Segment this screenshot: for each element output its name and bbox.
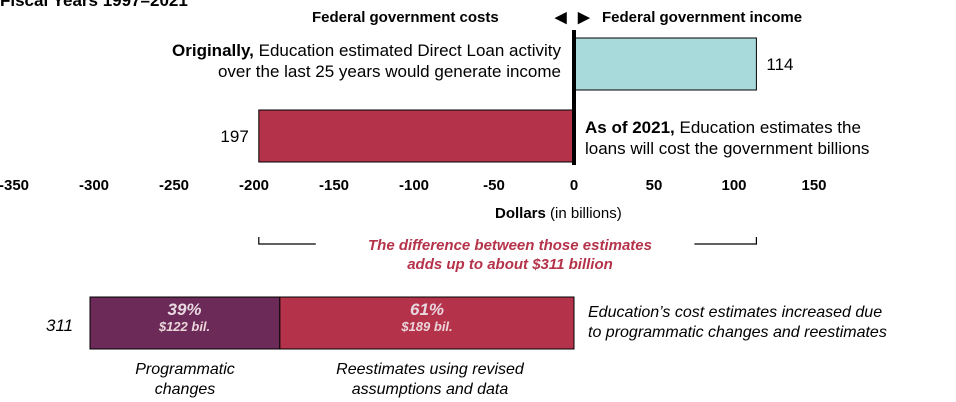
annotation-current-line2: loans will cost the government billions [585,139,870,158]
x-tick-label: -250 [159,177,189,194]
x-tick-label: -200 [239,177,269,194]
x-axis-label-bold: Dollars [495,205,546,222]
chart-title-fragment: Fiscal Years 1997–2021 [0,0,188,10]
header-costs-label: Federal government costs [312,9,499,26]
x-tick-label: -50 [483,177,505,194]
breakdown-note-line2: to programmatic changes and reestimates [588,324,887,341]
arrow-right-icon: ▶ [578,9,590,26]
caption-reestimates: Reestimates using revised assumptions an… [285,360,575,400]
bar-1 [573,37,757,91]
difference-line1: The difference between those estimates [368,237,652,254]
caption-programmatic-line1: Programmatic [135,361,235,378]
x-axis-label-rest: (in billions) [550,205,622,222]
caption-programmatic-line2: changes [154,381,216,398]
ticks-layer: -350 -300 -250 -200 -150 -100 -50 0 50 100 150 [0,177,827,194]
bar-data-label-2: 197 [220,127,248,146]
x-tick-label: 50 [646,177,663,194]
bracket-right-arm [694,237,758,245]
bars-layer: 114 197 [220,30,794,165]
difference-line2: adds up to about $311 billion [407,256,613,273]
breakdown-total-label: 311 [46,316,74,335]
bracket-left-arm [258,237,316,245]
x-tick-label: 100 [721,177,746,194]
breakdown-note-line1: Education’s cost estimates increased due [588,304,883,321]
annotation-current-bold: As of 2021, [585,118,675,137]
breakdown-segment-1 [89,296,281,350]
segment-programmatic-amount: $122 bil. [158,319,211,334]
segment-reestimates-pct: 61% [409,300,445,319]
segment-programmatic-labels: 39% $122 bil. [90,300,279,334]
x-tick-label: 150 [801,177,826,194]
annotation-original-line2: over the last 25 years would generate in… [217,62,561,81]
bar-2 [258,109,575,163]
header-income-label: Federal government income [602,9,803,26]
x-tick-label: -150 [319,177,349,194]
arrow-left-icon: ◀ [555,9,567,26]
annotation-current-line1: Education estimates the [679,118,861,137]
x-tick-label: 0 [570,177,578,194]
caption-reestimates-line2: assumptions and data [351,381,509,398]
segment-reestimates-amount: $189 bil. [401,319,453,334]
segment-reestimates-labels: 61% $189 bil. [280,300,574,334]
difference-label: The difference between those estimates a… [310,236,710,274]
segment-programmatic-pct: 39% [167,300,202,319]
breakdown-bar [89,296,575,350]
breakdown-segment-2 [279,296,575,350]
x-tick-label: -100 [399,177,429,194]
breakdown-note: Education’s cost estimates increased due… [588,303,887,343]
caption-programmatic: Programmatic changes [85,360,285,400]
annotation-current: As of 2021, Education estimates the loan… [585,117,869,159]
difference-bracket [258,237,758,245]
annotation-original: Originally, Education estimated Direct L… [172,40,561,82]
x-axis-label: Dollars (in billions) [495,205,622,222]
x-tick-label: -300 [79,177,109,194]
annotation-original-line1: Education estimated Direct Loan activity [258,41,561,60]
caption-reestimates-line1: Reestimates using revised [336,361,524,378]
bar-data-label-1: 114 [766,55,793,74]
annotation-original-bold: Originally, [172,41,254,60]
x-tick-label: -350 [0,177,29,194]
